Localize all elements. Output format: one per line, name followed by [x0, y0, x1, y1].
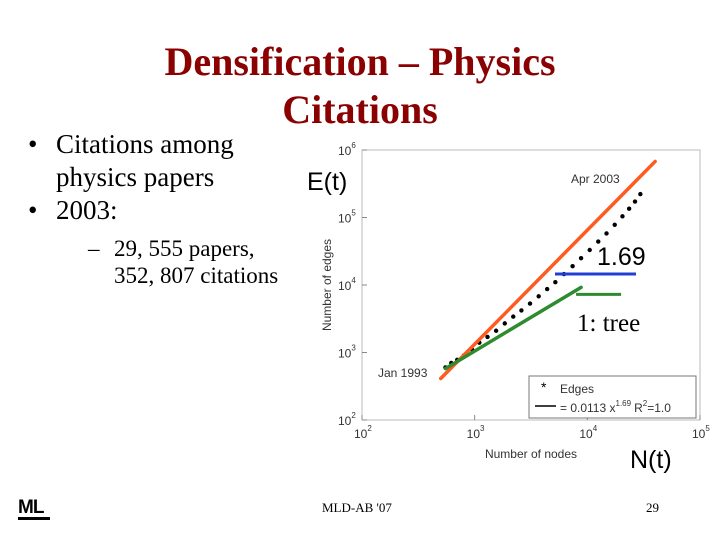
label-et: E(t) [307, 168, 348, 196]
ml-logo: ML [18, 497, 44, 518]
bullet-text-line: 2003: [56, 195, 118, 225]
bullet-text-line: physics papers [56, 162, 215, 192]
sub-bullet-line: 29, 555 papers, [114, 236, 255, 261]
y-tick-base: 10 [338, 144, 352, 158]
tree-line [443, 285, 583, 371]
bullet-item: • Citations among physics papers [28, 128, 278, 194]
annotation-start: Jan 1993 [378, 366, 428, 380]
legend-fit-tail-end: =1.0 [647, 401, 671, 415]
x-tick-base: 10 [692, 427, 706, 441]
legend-fit-main: = 0.0113 x [560, 401, 616, 415]
sub-bullet-item: – 29, 555 papers, 352, 807 citations [88, 235, 278, 289]
legend-entry-edges: Edges [560, 382, 594, 396]
y-tick-label: 103 [338, 344, 356, 361]
legend-box [528, 375, 697, 419]
data-point [511, 314, 516, 319]
y-tick-exp: 2 [351, 411, 356, 420]
y-tick-base: 10 [338, 212, 352, 226]
data-point [604, 231, 609, 236]
bullet-dot-icon: • [28, 195, 38, 225]
bullet-dot-icon: • [28, 129, 38, 159]
data-point [620, 214, 625, 219]
data-point [638, 191, 643, 197]
legend-fit-exp: 1.69 [616, 399, 632, 408]
footer-center: MLD-AB '07 [322, 500, 392, 515]
x-tick-label: 104 [579, 424, 597, 441]
x-tick-base: 10 [467, 427, 481, 441]
annotation-end: Apr 2003 [571, 172, 620, 186]
legend: * Edges = 0.0113 x1.69 R2=1.0 [528, 375, 697, 419]
data-point [626, 206, 632, 211]
legend-fit-tail-exp: 2 [643, 399, 648, 408]
sub-bullet-line: 352, 807 citations [114, 263, 279, 288]
y-tick-label: 104 [338, 276, 356, 293]
y-tick-label: 106 [338, 141, 356, 158]
y-tick-exp: 3 [351, 344, 356, 353]
data-point [632, 199, 638, 204]
x-tick-label: 102 [354, 424, 372, 441]
legend-fit-tail: R [634, 401, 643, 415]
data-point [493, 328, 499, 333]
data-point [578, 255, 584, 261]
label-169: 1.69 [597, 243, 646, 271]
fit-line [439, 159, 657, 381]
y-tick-label: 105 [338, 209, 356, 226]
data-point [502, 321, 507, 326]
logo-underline [18, 517, 50, 520]
bullet-list: • Citations among physics papers • 2003:… [28, 128, 278, 289]
x-axis-label: Number of nodes [485, 447, 577, 461]
x-tick-label: 105 [692, 424, 710, 441]
data-point [596, 239, 601, 244]
y-tick-exp: 4 [351, 276, 356, 285]
x-tick-exp: 4 [593, 424, 598, 433]
dash-icon: – [88, 236, 100, 261]
x-tick-label: 103 [467, 424, 485, 441]
data-point [544, 286, 550, 292]
bullet-item: • 2003: [28, 194, 278, 227]
data-point [519, 308, 524, 313]
data-point [553, 280, 558, 285]
data-point [536, 294, 541, 299]
page-number: 29 [646, 500, 659, 515]
y-tick-base: 10 [338, 347, 352, 361]
legend-marker-icon: * [541, 379, 547, 395]
data-point [527, 301, 533, 306]
label-tree: 1: tree [577, 310, 641, 337]
x-tick-base: 10 [579, 427, 593, 441]
data-point [485, 334, 490, 340]
data-point [570, 263, 575, 269]
data-point [587, 247, 592, 253]
y-tick-exp: 6 [351, 141, 356, 150]
x-tick-base: 10 [354, 427, 368, 441]
y-tick-label: 102 [338, 411, 356, 428]
y-tick-base: 10 [338, 414, 352, 428]
label-nt: N(t) [630, 446, 672, 474]
x-tick-exp: 5 [705, 424, 710, 433]
x-tick-exp: 2 [367, 424, 372, 433]
y-tick-base: 10 [338, 279, 352, 293]
x-tick-exp: 3 [480, 424, 485, 433]
data-point [612, 222, 617, 227]
bullet-text-line: Citations among [56, 129, 234, 159]
y-axis-label: Number of edges [320, 239, 334, 331]
slide-title: Densification – Physics Citations [164, 39, 556, 132]
y-tick-exp: 5 [351, 209, 356, 218]
legend-entry-fit: = 0.0113 x1.69 R2=1.0 [560, 399, 671, 415]
